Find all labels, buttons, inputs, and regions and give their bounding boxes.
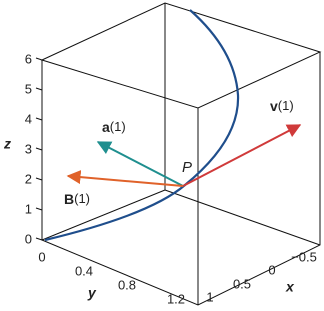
x-tick-label: −0.5 <box>291 249 317 264</box>
vector-arg: (1) <box>74 191 90 206</box>
x-tick-label: 0.5 <box>233 276 251 291</box>
y-tick-label: 1.2 <box>167 291 185 306</box>
box <box>35 2 322 306</box>
y-tick-label: 0.8 <box>118 277 136 292</box>
axis-label: x <box>285 279 295 295</box>
x-tick-label: 1 <box>206 289 213 304</box>
z-tick-label: 3 <box>25 141 32 156</box>
y-tick-label: 0 <box>38 249 45 264</box>
vector-v <box>182 124 302 187</box>
y-tick-label: 0.4 <box>75 263 93 278</box>
vector-name: a <box>102 119 110 135</box>
vector-arg: (1) <box>278 98 294 113</box>
z-tick-label: 5 <box>25 81 32 96</box>
vector-name: B <box>64 191 74 207</box>
vector-label: v(1) <box>270 98 294 114</box>
z-tick-label: 2 <box>25 171 32 186</box>
vector-name: v <box>270 98 278 114</box>
z-tick-label: 4 <box>25 111 32 126</box>
vector-arg: (1) <box>110 119 126 134</box>
vector-a <box>96 141 184 187</box>
vector-b <box>66 170 184 187</box>
vector-label: a(1) <box>102 119 126 135</box>
x-tick-label: 0 <box>268 262 275 277</box>
z-tick-label: 0 <box>25 231 32 246</box>
z-tick-label: 6 <box>25 51 32 66</box>
axis-label: y <box>87 285 97 301</box>
space-curve <box>44 9 240 242</box>
axis-label: z <box>3 136 11 152</box>
point-label: P <box>182 159 192 176</box>
vector-label: B(1) <box>64 191 90 207</box>
z-tick-label: 1 <box>25 201 32 216</box>
